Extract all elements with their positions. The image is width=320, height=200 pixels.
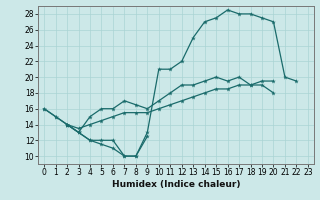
X-axis label: Humidex (Indice chaleur): Humidex (Indice chaleur) [112,180,240,189]
